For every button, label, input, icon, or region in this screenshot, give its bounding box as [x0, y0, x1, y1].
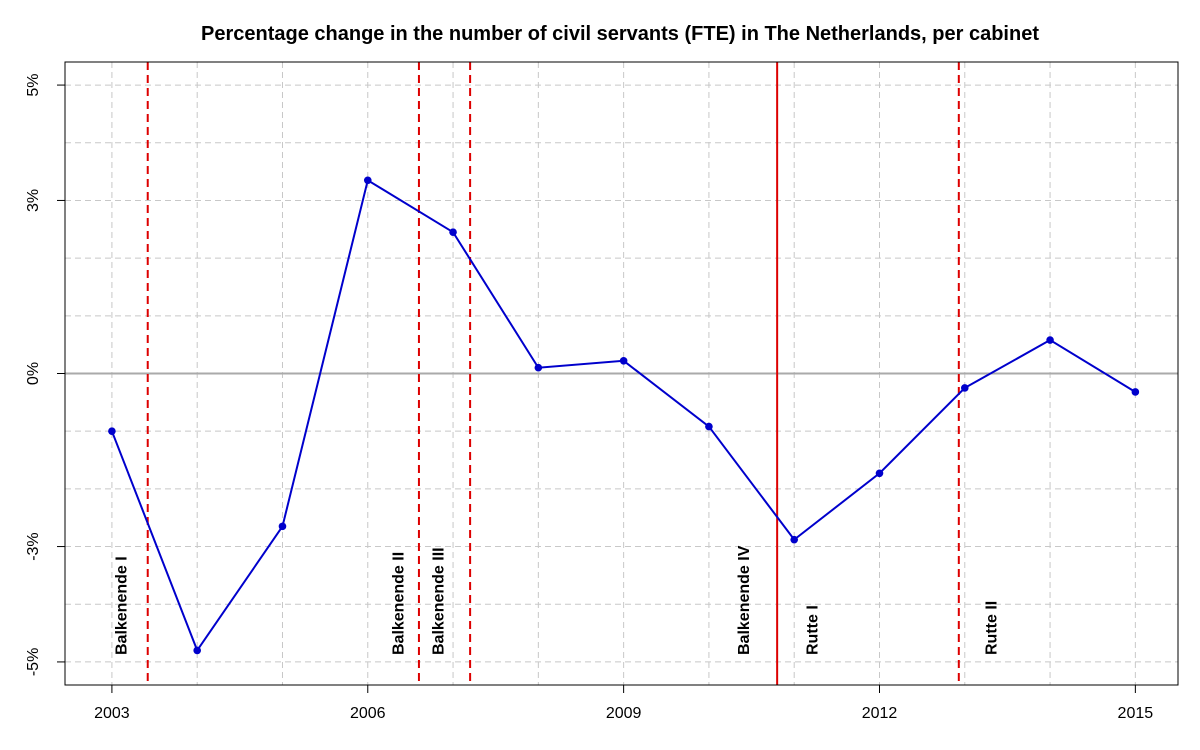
plot-frame [64, 61, 1179, 686]
cabinet-label: Balkenende I [113, 556, 130, 655]
data-point [1131, 388, 1140, 396]
cabinet-label: Rutte II [983, 601, 1000, 655]
x-tick-label: 2015 [1118, 705, 1154, 722]
x-tick-label: 2006 [350, 705, 386, 722]
data-point [960, 384, 969, 392]
data-point [449, 228, 457, 236]
data-point [790, 535, 799, 544]
x-tick-label: 2003 [94, 705, 130, 722]
data-point [278, 522, 287, 531]
data-point [705, 422, 713, 431]
y-tick-label: 3% [25, 189, 42, 212]
cabinet-label: Balkenende III [431, 547, 448, 655]
data-point [108, 427, 116, 435]
cabinet-label: Balkenende IV [736, 545, 753, 655]
cabinet-label: Rutte I [804, 605, 821, 655]
y-tick-label: -3% [25, 532, 42, 560]
data-point [193, 646, 201, 655]
cabinet-boundaries [146, 62, 960, 685]
x-tick-label: 2009 [606, 705, 642, 722]
axes: 2003 2006 2009 2012 2015 -5% -3% 0% 3% 5% [25, 74, 1153, 722]
y-tick-label: 5% [25, 74, 42, 97]
data-point [1046, 336, 1054, 344]
y-tick-label: 0% [25, 362, 42, 385]
data-point [875, 469, 884, 478]
data-series [108, 176, 1140, 655]
data-point [363, 176, 372, 185]
chart-title: Percentage change in the number of civil… [201, 23, 1039, 45]
y-tick-label: -5% [25, 648, 42, 676]
cabinet-labels: Balkenende I Balkenende II Balkenende III B… [113, 545, 1000, 655]
cabinet-label: Balkenende II [391, 552, 408, 655]
data-point [534, 363, 543, 372]
x-tick-label: 2012 [862, 705, 898, 722]
data-point [619, 357, 628, 365]
